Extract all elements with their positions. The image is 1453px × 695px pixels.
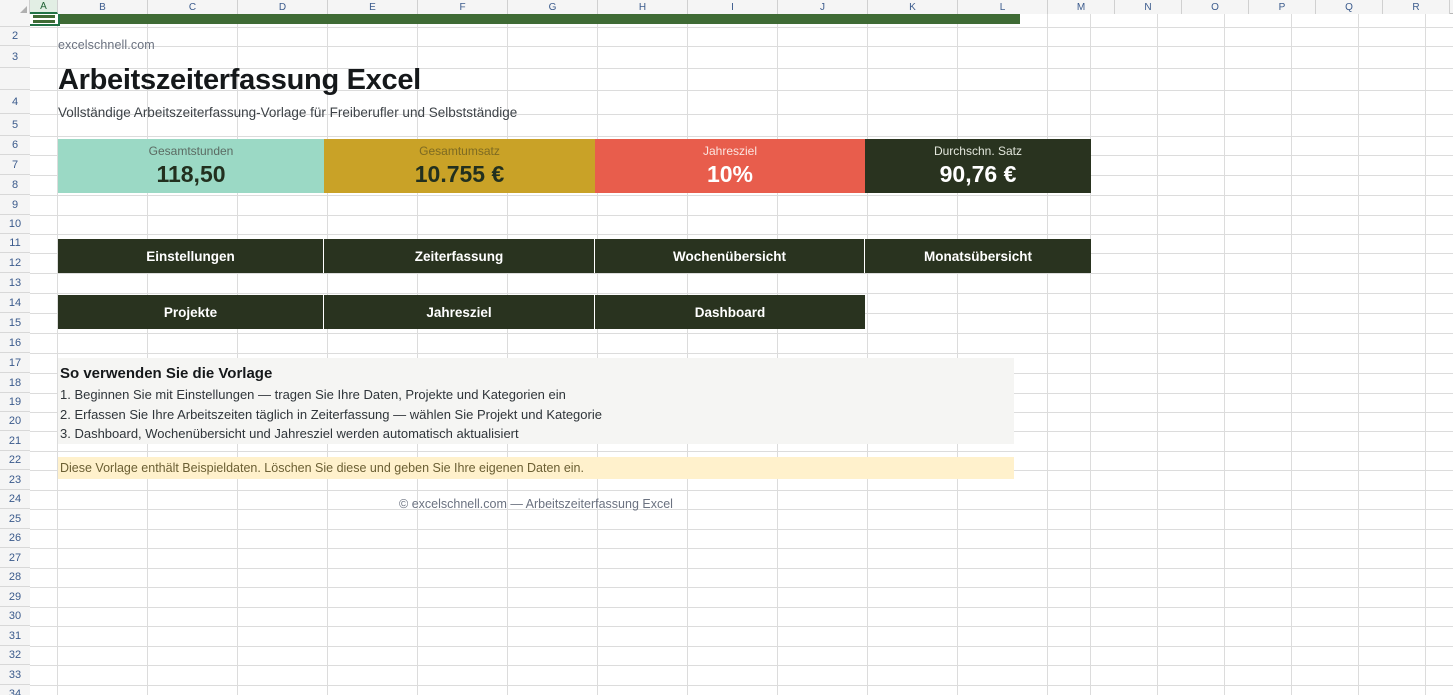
row-header-23[interactable]: 23 <box>0 470 30 490</box>
row-header-6[interactable]: 6 <box>0 136 30 155</box>
kpi-card-jahresziel: Jahresziel 10% <box>595 139 865 193</box>
row-header-22[interactable]: 22 <box>0 451 30 470</box>
howto-title: So verwenden Sie die Vorlage <box>60 365 273 382</box>
column-header-Q[interactable]: Q <box>1316 0 1383 14</box>
row-header-15[interactable]: 15 <box>0 313 30 333</box>
kpi-card-gesamtumsatz: Gesamtumsatz 10.755 € <box>324 139 595 193</box>
row-header-14[interactable]: 14 <box>0 293 30 313</box>
column-header-N[interactable]: N <box>1115 0 1182 14</box>
howto-panel: So verwenden Sie die Vorlage 1. Beginnen… <box>58 358 1014 444</box>
row-header-20[interactable]: 20 <box>0 412 30 431</box>
row-header-29[interactable]: 29 <box>0 587 30 607</box>
row-header-25[interactable]: 25 <box>0 509 30 529</box>
row-header-12[interactable]: 12 <box>0 253 30 273</box>
howto-step-2: 2. Erfassen Sie Ihre Arbeitszeiten tägli… <box>60 406 602 422</box>
column-header-R[interactable]: R <box>1383 0 1450 14</box>
kpi-label: Gesamtumsatz <box>419 143 500 158</box>
row-header-18[interactable]: 18 <box>0 373 30 393</box>
row-header-19[interactable]: 19 <box>0 393 30 412</box>
page-subtitle: Vollständige Arbeitszeiterfassung-Vorlag… <box>58 105 518 120</box>
page-title: Arbeitszeiterfassung Excel <box>58 64 421 96</box>
nav-button-projekte[interactable]: Projekte <box>58 295 324 329</box>
kpi-value: 10% <box>706 160 754 187</box>
column-header-D[interactable]: D <box>238 0 328 14</box>
howto-step-3: 3. Dashboard, Wochenübersicht und Jahres… <box>60 426 519 441</box>
row-header-10[interactable]: 10 <box>0 215 30 234</box>
column-header-J[interactable]: J <box>778 0 868 14</box>
nav-button-einstellungen[interactable]: Einstellungen <box>58 239 324 273</box>
kpi-value: 90,76 € <box>939 160 1017 187</box>
row-header-9[interactable]: 9 <box>0 195 30 215</box>
column-header-A[interactable]: A <box>30 0 58 14</box>
column-header-I[interactable]: I <box>688 0 778 14</box>
row-header-3[interactable]: 3 <box>0 46 30 68</box>
row-header-1[interactable] <box>0 14 30 27</box>
column-header-row: A B C D E F G H I J K L M N O P Q R <box>0 0 1453 14</box>
row-header-26[interactable]: 26 <box>0 529 30 548</box>
column-header-E[interactable]: E <box>328 0 418 14</box>
row-header-33[interactable]: 33 <box>0 665 30 685</box>
row-header-4[interactable]: 4 <box>0 90 30 114</box>
brand-label: excelschnell.com <box>58 38 155 52</box>
column-header-K[interactable]: K <box>868 0 958 14</box>
row-header-5[interactable]: 5 <box>0 114 30 136</box>
kpi-card-durchschn-satz: Durchschn. Satz 90,76 € <box>865 139 1091 193</box>
column-header-B[interactable]: B <box>58 0 148 14</box>
footer-text: © excelschnell.com — Arbeitszeiterfassun… <box>399 497 673 511</box>
row-header-8[interactable]: 8 <box>0 175 30 195</box>
nav-button-monatsuebersicht[interactable]: Monatsübersicht <box>865 239 1091 273</box>
kpi-label: Jahresziel <box>702 143 758 158</box>
row-header-21[interactable]: 21 <box>0 431 30 451</box>
kpi-card-gesamtstunden: Gesamtstunden 118,50 <box>58 139 324 193</box>
row-header-2[interactable]: 2 <box>0 27 30 46</box>
column-header-P[interactable]: P <box>1249 0 1316 14</box>
nav-button-dashboard[interactable]: Dashboard <box>595 295 865 329</box>
nav-button-zeiterfassung[interactable]: Zeiterfassung <box>324 239 595 273</box>
howto-step-1: 1. Beginnen Sie mit Einstellungen — trag… <box>60 387 566 402</box>
row-header-30[interactable]: 30 <box>0 607 30 626</box>
row-header-17[interactable]: 17 <box>0 353 30 373</box>
row-header-27[interactable]: 27 <box>0 548 30 568</box>
row-header-34[interactable]: 34 <box>0 685 30 695</box>
kpi-value: 10.755 € <box>414 160 505 187</box>
row-header-16[interactable]: 16 <box>0 333 30 353</box>
kpi-label: Gesamtstunden <box>148 143 234 158</box>
column-header-C[interactable]: C <box>148 0 238 14</box>
row-header-column: 2 3 4 5 6 7 8 9 10 11 12 13 14 15 16 17 … <box>0 14 30 695</box>
row-header-11[interactable]: 11 <box>0 234 30 253</box>
kpi-value: 118,50 <box>156 160 226 187</box>
row-header-31[interactable]: 31 <box>0 626 30 646</box>
sample-data-note: Diese Vorlage enthält Beispieldaten. Lös… <box>58 457 1014 479</box>
row-header-spacer <box>0 68 30 90</box>
column-header-H[interactable]: H <box>598 0 688 14</box>
column-header-O[interactable]: O <box>1182 0 1249 14</box>
column-header-F[interactable]: F <box>418 0 508 14</box>
row-header-13[interactable]: 13 <box>0 273 30 293</box>
nav-button-jahresziel[interactable]: Jahresziel <box>324 295 595 329</box>
grid-area[interactable]: excelschnell.com Arbeitszeiterfassung Ex… <box>30 14 1453 695</box>
nav-button-wochenuebersicht[interactable]: Wochenübersicht <box>595 239 865 273</box>
row-header-32[interactable]: 32 <box>0 646 30 665</box>
kpi-label: Durchschn. Satz <box>933 143 1023 158</box>
column-header-L[interactable]: L <box>958 0 1048 14</box>
row-header-24[interactable]: 24 <box>0 490 30 509</box>
select-all-corner[interactable] <box>0 0 30 14</box>
row-header-28[interactable]: 28 <box>0 568 30 587</box>
selected-row-1-fill <box>30 14 1020 24</box>
column-header-M[interactable]: M <box>1048 0 1115 14</box>
row-header-7[interactable]: 7 <box>0 155 30 175</box>
column-header-G[interactable]: G <box>508 0 598 14</box>
